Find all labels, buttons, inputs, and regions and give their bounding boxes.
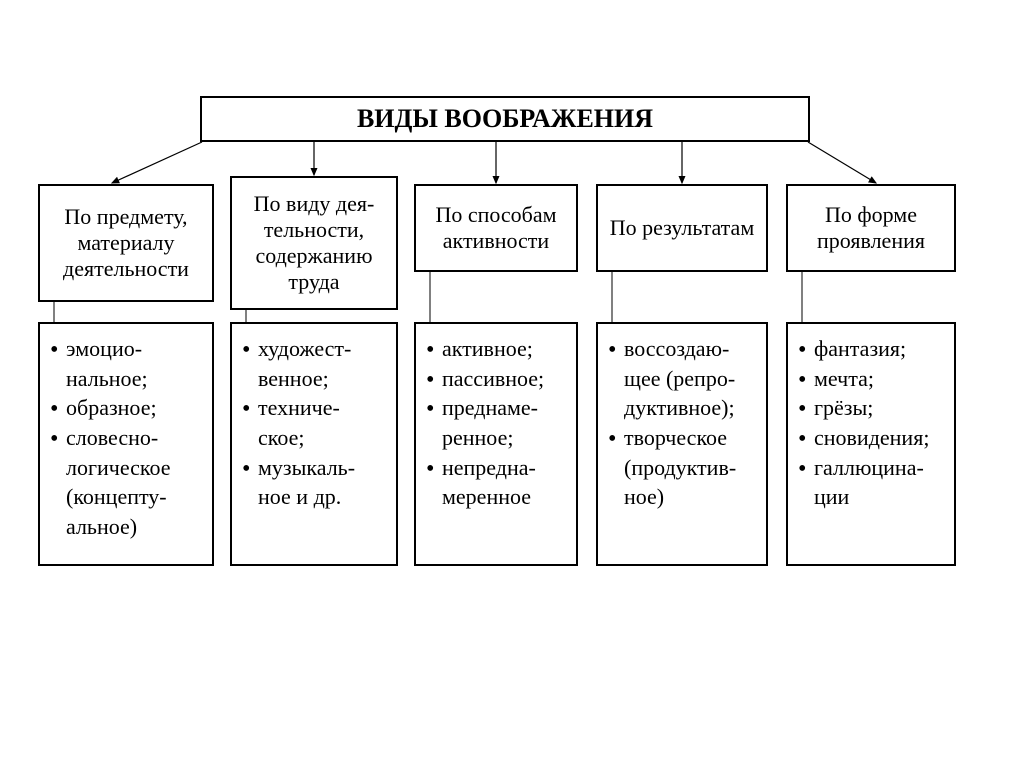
category-label: По предмету, материалу деятельности: [44, 204, 208, 282]
arrow-0: [112, 142, 202, 183]
item-list: эмоцио- нальное;образное;словесно- логич…: [48, 334, 204, 542]
category-box-2: По способам активности: [414, 184, 578, 272]
list-item: эмоцио- нальное;: [48, 334, 204, 393]
list-box-3: воссоздаю- щее (репро- дуктивное);творче…: [596, 322, 768, 566]
category-box-0: По предмету, материалу деятельности: [38, 184, 214, 302]
category-box-4: По форме проявления: [786, 184, 956, 272]
list-item: пассивное;: [424, 364, 568, 394]
list-item: художест- венное;: [240, 334, 388, 393]
category-box-3: По результатам: [596, 184, 768, 272]
list-item: фантазия;: [796, 334, 946, 364]
list-item: образное;: [48, 393, 204, 423]
list-item: непредна- меренное: [424, 453, 568, 512]
list-item: музыкаль- ное и др.: [240, 453, 388, 512]
list-item: воссоздаю- щее (репро- дуктивное);: [606, 334, 758, 423]
category-label: По результатам: [610, 215, 755, 241]
list-box-4: фантазия;мечта;грёзы;сновидения;галлюцин…: [786, 322, 956, 566]
list-item: словесно- логическое (концепту- альное): [48, 423, 204, 542]
category-label: По способам активности: [420, 202, 572, 254]
list-box-1: художест- венное;техниче- ское;музыкаль-…: [230, 322, 398, 566]
list-item: преднаме- ренное;: [424, 393, 568, 452]
item-list: художест- венное;техниче- ское;музыкаль-…: [240, 334, 388, 512]
list-item: творческое (продуктив- ное): [606, 423, 758, 512]
arrow-4: [808, 142, 876, 183]
item-list: воссоздаю- щее (репро- дуктивное);творче…: [606, 334, 758, 512]
list-item: активное;: [424, 334, 568, 364]
list-item: мечта;: [796, 364, 946, 394]
item-list: активное;пассивное;преднаме- ренное;непр…: [424, 334, 568, 512]
list-box-0: эмоцио- нальное;образное;словесно- логич…: [38, 322, 214, 566]
item-list: фантазия;мечта;грёзы;сновидения;галлюцин…: [796, 334, 946, 512]
category-box-1: По виду дея- тельности, содержанию труда: [230, 176, 398, 310]
list-item: техниче- ское;: [240, 393, 388, 452]
list-item: сновидения;: [796, 423, 946, 453]
category-label: По форме проявления: [792, 202, 950, 254]
category-label: По виду дея- тельности, содержанию труда: [236, 191, 392, 295]
list-item: грёзы;: [796, 393, 946, 423]
list-box-2: активное;пассивное;преднаме- ренное;непр…: [414, 322, 578, 566]
list-item: галлюцина- ции: [796, 453, 946, 512]
